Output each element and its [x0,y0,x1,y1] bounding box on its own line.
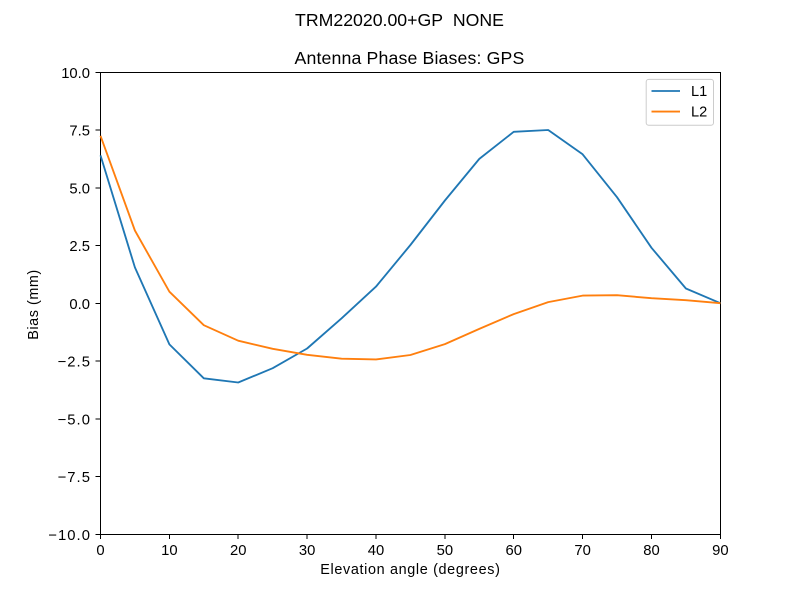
svg-text:L2: L2 [691,104,707,120]
svg-text:−10.0: −10.0 [48,528,91,544]
svg-text:7.5: 7.5 [69,124,90,140]
svg-text:Antenna Phase Biases: GPS: Antenna Phase Biases: GPS [295,48,525,68]
svg-text:−2.5: −2.5 [58,355,91,371]
svg-text:70: 70 [574,543,590,559]
svg-text:−7.5: −7.5 [58,470,91,486]
svg-text:80: 80 [643,543,659,559]
svg-text:10.0: 10.0 [61,66,90,82]
svg-text:0: 0 [96,543,104,559]
svg-text:Elevation angle (degrees): Elevation angle (degrees) [320,562,500,578]
svg-text:−5.0: −5.0 [58,412,91,428]
svg-text:50: 50 [437,543,453,559]
svg-text:L1: L1 [691,84,707,100]
svg-text:2.5: 2.5 [69,239,90,255]
svg-text:10: 10 [161,543,177,559]
svg-text:90: 90 [712,543,728,559]
svg-text:60: 60 [505,543,521,559]
svg-text:0.0: 0.0 [69,297,90,313]
svg-text:Bias (mm): Bias (mm) [26,269,42,340]
svg-text:30: 30 [299,543,315,559]
svg-text:40: 40 [368,543,384,559]
svg-text:TRM22020.00+GP NONE: TRM22020.00+GP NONE [295,10,504,30]
svg-text:20: 20 [230,543,246,559]
svg-text:5.0: 5.0 [69,181,90,197]
